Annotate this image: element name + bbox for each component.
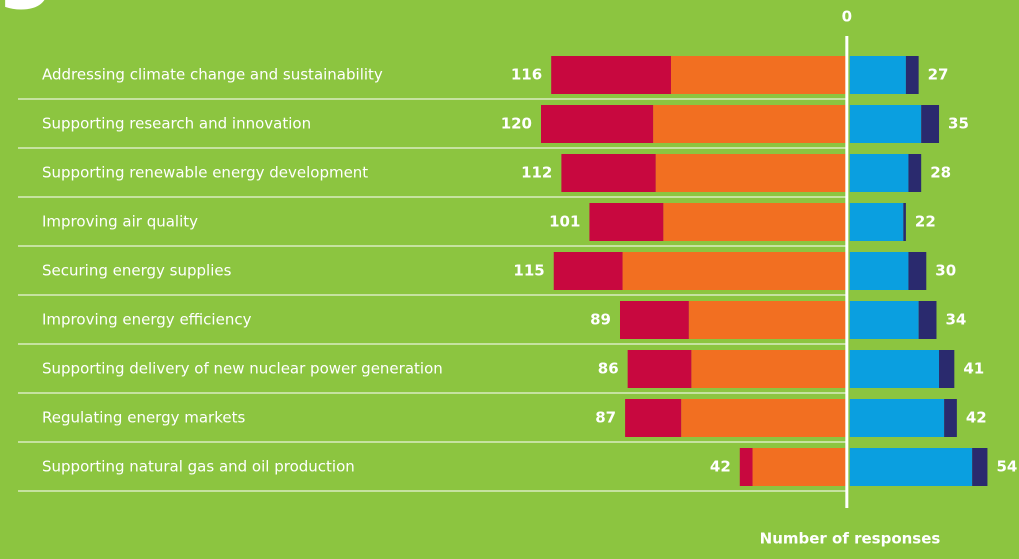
left-total-label: 42: [710, 458, 731, 476]
right-total-label: 27: [928, 66, 949, 84]
bar-segment: [691, 350, 847, 388]
x-axis-label: Number of responses: [760, 530, 941, 548]
category-label: Supporting natural gas and oil productio…: [42, 458, 355, 476]
bar-segment: [908, 252, 927, 290]
bar-segment: [849, 154, 909, 192]
right-total-label: 30: [935, 262, 956, 280]
left-total-label: 112: [521, 164, 552, 182]
right-total-label: 28: [930, 164, 951, 182]
left-total-label: 116: [511, 66, 542, 84]
bar-segment: [905, 56, 919, 94]
bar-segment: [553, 252, 623, 290]
bar-segment: [688, 301, 847, 339]
left-total-label: 86: [598, 360, 619, 378]
bar-segment: [849, 105, 922, 143]
x-tick-label: 0: [842, 8, 852, 26]
right-total-label: 22: [915, 213, 936, 231]
bar-segment: [849, 252, 909, 290]
bar-segment: [561, 154, 656, 192]
left-total-label: 89: [590, 311, 611, 329]
bar-segment: [670, 56, 847, 94]
bar-segment: [849, 448, 973, 486]
bar-segment: [625, 399, 682, 437]
right-total-label: 34: [945, 311, 966, 329]
bar-segment: [849, 301, 919, 339]
bar-segment: [663, 203, 847, 241]
left-total-label: 115: [513, 262, 544, 280]
bar-segment: [849, 203, 904, 241]
bar-segment: [908, 154, 922, 192]
bar-segment: [918, 301, 937, 339]
right-total-label: 35: [948, 115, 969, 133]
bar-segment: [653, 105, 847, 143]
category-label: Supporting renewable energy development: [42, 164, 368, 182]
heading-fragment: g: [0, 0, 55, 12]
left-total-label: 101: [549, 213, 580, 231]
category-label: Addressing climate change and sustainabi…: [42, 66, 383, 84]
bar-segment: [627, 350, 692, 388]
bar-segment: [622, 252, 847, 290]
right-total-label: 54: [996, 458, 1017, 476]
bar-segment: [620, 301, 689, 339]
category-label: Improving air quality: [42, 213, 198, 231]
right-total-label: 42: [966, 409, 987, 427]
category-label: Regulating energy markets: [42, 409, 245, 427]
bar-segment: [752, 448, 847, 486]
bar-segment: [681, 399, 847, 437]
category-label: Securing energy supplies: [42, 262, 232, 280]
bar-segment: [903, 203, 906, 241]
bar-segment: [921, 105, 940, 143]
bar-segment: [655, 154, 847, 192]
left-total-label: 87: [595, 409, 616, 427]
right-total-label: 41: [963, 360, 984, 378]
bar-segment: [849, 350, 940, 388]
bar-segment: [944, 399, 957, 437]
category-label: Supporting research and innovation: [42, 115, 311, 133]
left-total-label: 120: [501, 115, 532, 133]
bar-segment: [551, 56, 671, 94]
bar-segment: [541, 105, 654, 143]
category-label: Improving energy efficiency: [42, 311, 252, 329]
bar-segment: [939, 350, 955, 388]
bar-segment: [849, 399, 945, 437]
category-label: Supporting delivery of new nuclear power…: [42, 360, 443, 378]
bar-segment: [739, 448, 753, 486]
bar-segment: [849, 56, 906, 94]
bar-segment: [589, 203, 664, 241]
bar-segment: [972, 448, 988, 486]
